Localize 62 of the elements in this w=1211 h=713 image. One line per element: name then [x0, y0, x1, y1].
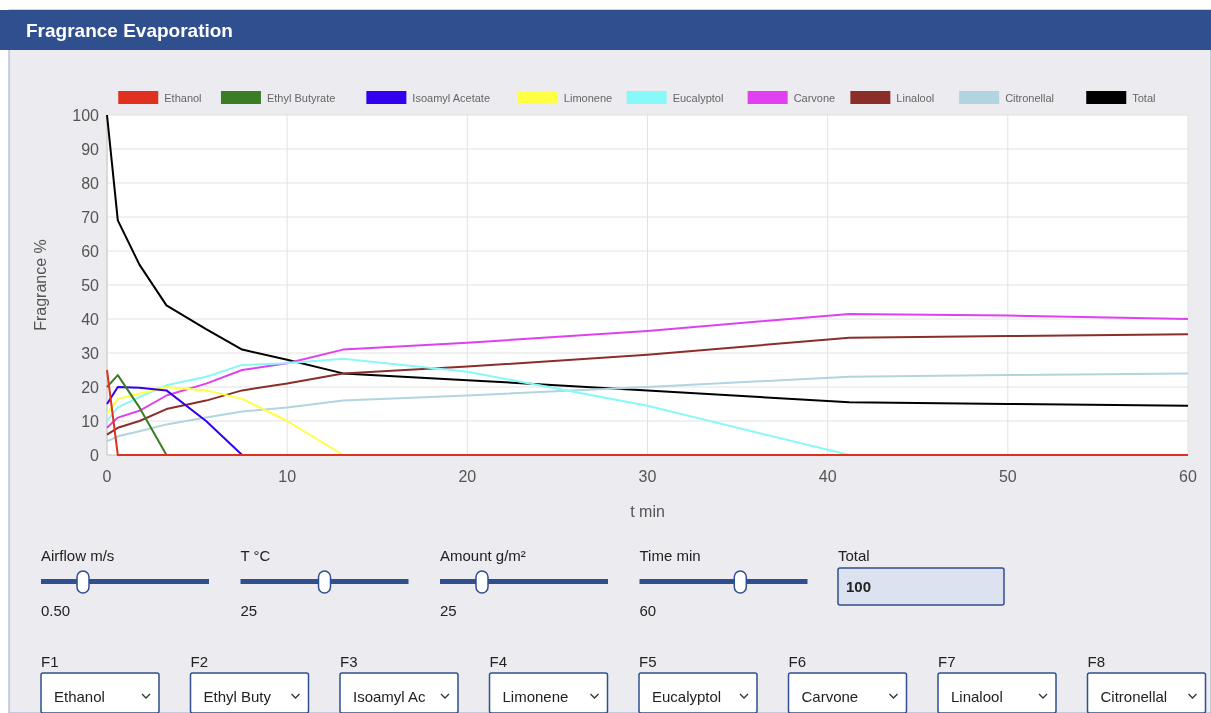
- text: Amount g/m²: [440, 547, 526, 564]
- text: 25: [240, 602, 258, 619]
- legend-label: Linalool: [896, 91, 935, 104]
- text: 100: [846, 578, 872, 595]
- y-tick-label: 50: [81, 276, 100, 294]
- text: F2: [190, 653, 209, 670]
- text: 25: [440, 602, 457, 619]
- text: Limonene: [502, 688, 569, 705]
- legend-label: Total: [1132, 91, 1156, 104]
- text: F6: [788, 653, 807, 670]
- text: Ethyl Buty: [203, 688, 272, 705]
- x-tick-label: 30: [638, 468, 657, 485]
- legend-label: Ethanol: [164, 91, 202, 104]
- line-series: [106, 312, 1189, 429]
- legend-label: Citronellal: [1005, 91, 1055, 104]
- text: 60: [639, 602, 657, 619]
- legend-label: Isoamyl Acetate: [412, 91, 491, 104]
- x-tick-label: 20: [458, 468, 477, 485]
- legend-label: Eucalyptol: [672, 91, 724, 104]
- text: Citronellal: [1100, 688, 1168, 705]
- x-tick-label: 40: [818, 468, 837, 485]
- text: T °C: [240, 547, 271, 564]
- line-series: [106, 386, 345, 456]
- y-tick-label: 10: [81, 412, 100, 430]
- text: Total: [838, 547, 870, 564]
- y-tick-label: 30: [81, 344, 100, 362]
- text: Ethanol: [54, 688, 105, 705]
- x-tick-label: 60: [1179, 468, 1197, 485]
- line-series: [106, 372, 1189, 443]
- text: Eucalyptol: [652, 688, 722, 705]
- y-axis-title: Fragrance %: [32, 239, 49, 331]
- line-series: [106, 386, 244, 456]
- y-tick-label: 100: [72, 106, 100, 124]
- line-series: [106, 333, 1189, 436]
- text: Time min: [639, 547, 701, 564]
- text: Isoamyl Ac: [353, 688, 427, 705]
- y-tick-label: 60: [81, 242, 100, 260]
- text: F7: [938, 653, 956, 670]
- x-tick-label: 10: [278, 468, 297, 485]
- legend-label: Carvone: [793, 91, 836, 104]
- legend-label: Limonene: [563, 91, 613, 104]
- x-axis-title: t min: [630, 503, 665, 520]
- text: Carvone: [801, 688, 859, 705]
- chart-title: Fragrance Evaporation: [26, 20, 233, 41]
- text: F8: [1087, 653, 1106, 670]
- line-series: [106, 374, 168, 456]
- text: Linalool: [951, 688, 1003, 705]
- text: Airflow m/s: [41, 547, 115, 564]
- x-tick-label: 50: [998, 468, 1017, 485]
- text: 0.50: [41, 602, 71, 619]
- y-tick-label: 80: [81, 174, 100, 192]
- y-tick-label: 20: [81, 378, 100, 396]
- y-tick-label: 70: [81, 208, 100, 226]
- legend-label: Ethyl Butyrate: [266, 91, 336, 104]
- text: F4: [489, 653, 508, 670]
- x-tick-label: 0: [102, 468, 112, 485]
- y-tick-label: 40: [81, 310, 100, 328]
- text: F1: [41, 653, 59, 670]
- y-tick-label: 0: [90, 446, 100, 464]
- text: F5: [639, 653, 657, 670]
- y-tick-label: 90: [81, 140, 100, 158]
- text: F3: [340, 653, 358, 670]
